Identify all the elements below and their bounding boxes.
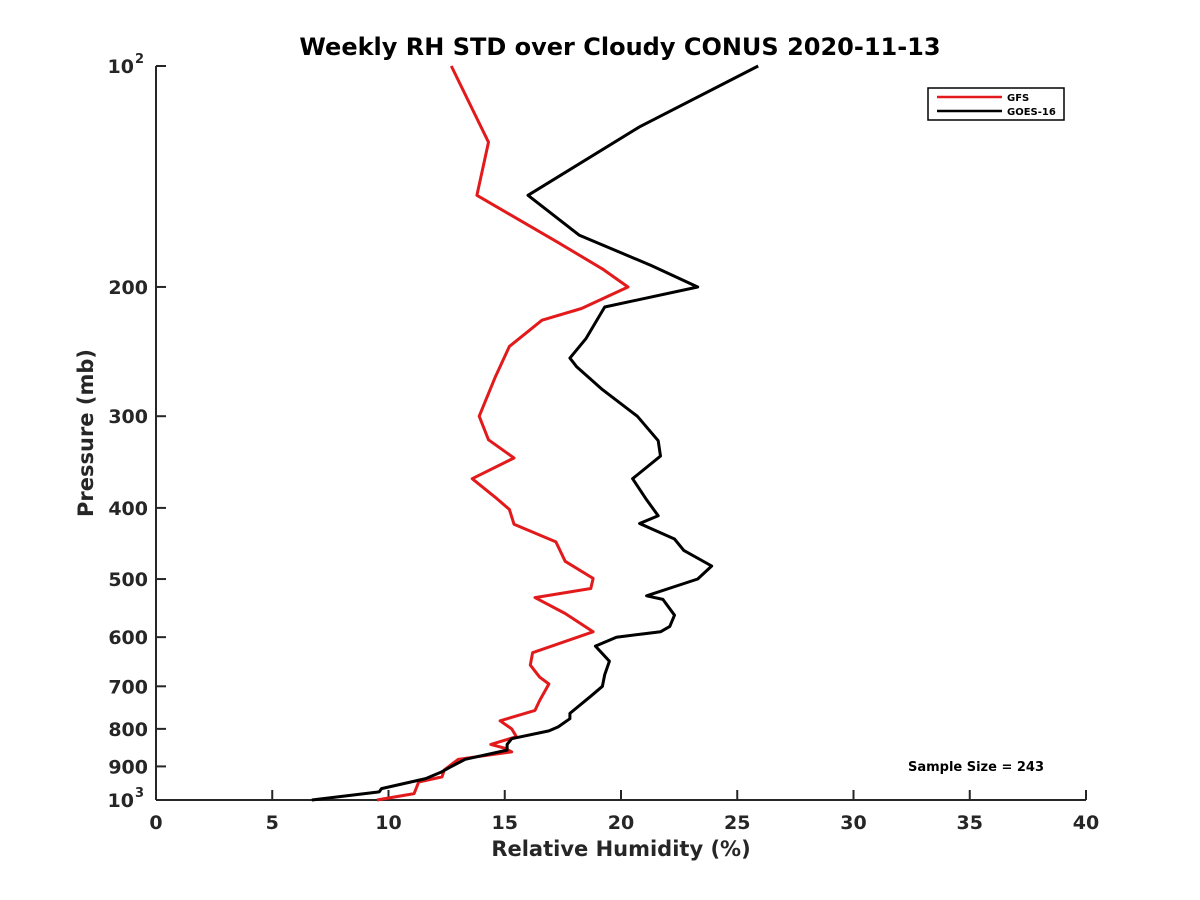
x-tick-label: 15 — [492, 812, 518, 834]
x-ticks: 0 5 10 15 20 25 30 35 40 — [149, 790, 1099, 834]
y-tick-label: 800 — [108, 719, 148, 741]
series-line-gfs — [376, 65, 630, 802]
y-tick-label: 10 — [108, 56, 134, 78]
x-tick-label: 20 — [608, 812, 634, 834]
chart-title: Weekly RH STD over Cloudy CONUS 2020-11-… — [299, 33, 940, 61]
legend-label: GFS — [1007, 93, 1029, 104]
x-tick-label: 10 — [375, 812, 401, 834]
x-tick-label: 40 — [1073, 812, 1099, 834]
y-tick-label: 500 — [108, 569, 148, 591]
y-tick-exponent: 2 — [135, 52, 144, 67]
x-tick-label: 35 — [957, 812, 983, 834]
y-tick-label: 10 — [108, 790, 134, 812]
x-tick-label: 25 — [724, 812, 750, 834]
y-tick-exponent: 3 — [135, 786, 144, 801]
legend-box — [927, 87, 1065, 121]
series-line-goes-16 — [311, 64, 759, 802]
y-tick-label: 900 — [108, 756, 148, 778]
axes — [155, 66, 1086, 801]
y-tick-label: 400 — [108, 498, 148, 520]
x-tick-label: 30 — [840, 812, 866, 834]
x-axis-label: Relative Humidity (%) — [491, 837, 750, 861]
x-tick-label: 5 — [266, 812, 279, 834]
sample-size-annotation: Sample Size = 243 — [908, 760, 1044, 775]
x-tick-label: 0 — [149, 812, 162, 834]
series-group — [311, 64, 759, 802]
legend: GFS GOES-16 — [927, 87, 1065, 121]
y-axis-label: Pressure (mb) — [74, 349, 98, 517]
y-tick-label: 600 — [108, 627, 148, 649]
y-tick-label: 200 — [108, 277, 148, 299]
y-tick-label: 300 — [108, 406, 148, 428]
y-tick-label: 700 — [108, 676, 148, 698]
legend-label: GOES-16 — [1007, 107, 1056, 118]
